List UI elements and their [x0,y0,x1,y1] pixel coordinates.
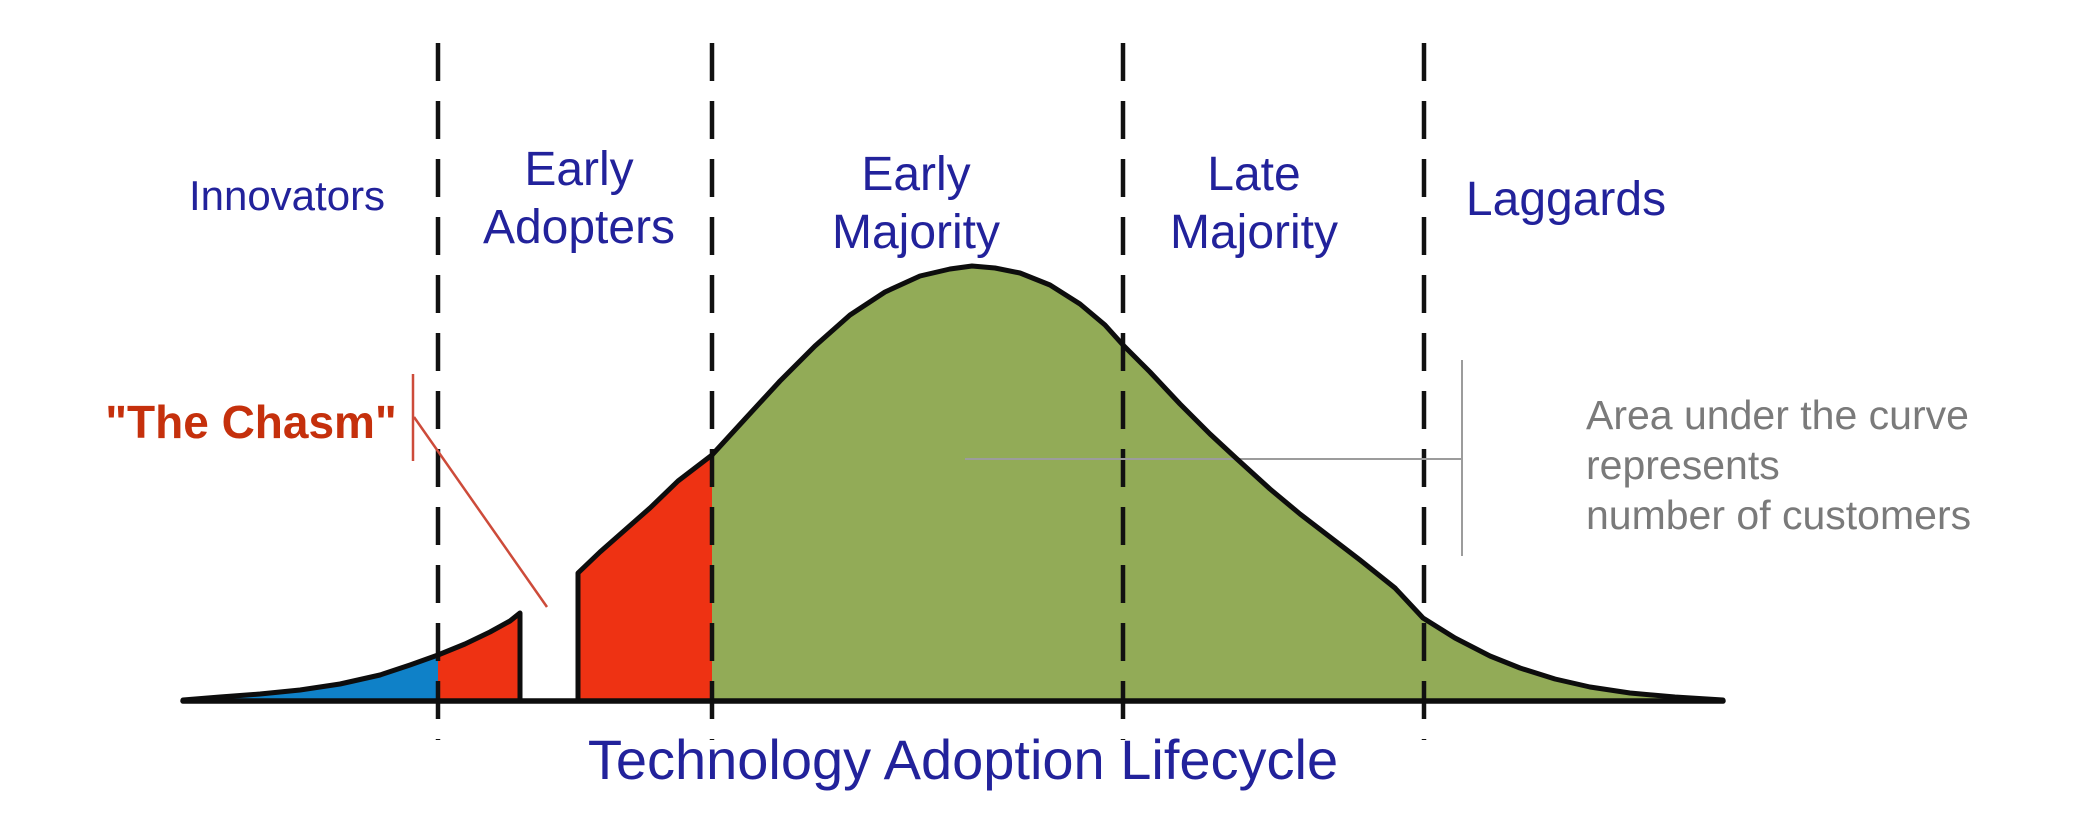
label-late-majority-line1: Late [1207,148,1300,201]
label-innovators: Innovators [189,172,385,219]
diagram-title: Technology Adoption Lifecycle [588,728,1338,791]
early-adopters-area-left [438,613,520,701]
label-late-majority-line2: Majority [1170,206,1338,259]
label-early-majority-line1: Early [861,148,970,201]
curve-outline-right [575,263,1726,703]
majority-and-laggards-area [712,266,1723,701]
curve-outline-left [180,610,523,703]
chasm-leader-line [412,416,549,608]
label-early-adopters-line2: Adopters [483,201,675,254]
annotation-line-1: Area under the curve [1586,392,1969,438]
chasm-label: "The Chasm" [105,396,397,448]
label-early-majority-line2: Majority [832,206,1000,259]
annotation-line-2: represents [1586,442,1780,488]
annotation-line-3: number of customers [1586,492,1971,538]
early-adopters-area-right [578,455,712,701]
label-laggards: Laggards [1466,173,1666,226]
innovators-area [183,655,438,701]
label-early-adopters-line1: Early [524,143,633,196]
